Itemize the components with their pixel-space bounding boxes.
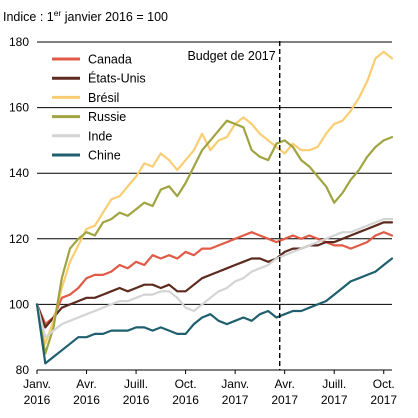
y-tick-label: 120 [9, 232, 29, 246]
series-line [35, 218, 394, 339]
x-tick-month: Janv. [221, 377, 249, 391]
legend-label: Brésil [88, 91, 119, 105]
y-tick-label: 140 [9, 166, 29, 180]
series-line [35, 221, 394, 329]
x-tick-month: Avr. [76, 377, 96, 391]
x-tick-month: Juill. [322, 377, 346, 391]
x-tick-label: Avr. 2017 [271, 377, 298, 407]
series-layer [35, 50, 394, 365]
x-tick-year: 2017 [222, 393, 249, 407]
x-tick-year: 2017 [271, 393, 298, 407]
chart-title: Indice : 1er janvier 2016 = 100 [3, 8, 168, 24]
x-tick-label: Janv. 2017 [221, 377, 249, 407]
y-tick-label: 160 [9, 101, 29, 115]
x-tick-label: Oct. 2016 [172, 377, 199, 407]
legend-label: Chine [88, 149, 121, 163]
chart-title-suffix: janvier 2016 = 100 [61, 10, 168, 24]
y-tick-label: 100 [9, 297, 29, 311]
x-tick-month: Oct. [373, 377, 395, 391]
x-tick-label: Janv. 2016 [23, 377, 51, 407]
series-line [35, 257, 394, 365]
x-tick-year: 2016 [172, 393, 199, 407]
x-tick-month: Janv. [23, 377, 51, 391]
x-tick-label: Oct. 2017 [370, 377, 397, 407]
y-tick-label: 180 [9, 35, 29, 49]
legend-label: Inde [88, 129, 112, 143]
x-tick-year: 2017 [370, 393, 397, 407]
x-tick-year: 2016 [73, 393, 100, 407]
annotation-layer: Budget de 2017 [187, 41, 281, 370]
x-tick-year: 2016 [24, 393, 51, 407]
series-line [35, 50, 394, 345]
series-line [35, 119, 394, 355]
legend-label: Russie [88, 110, 126, 124]
x-tick-label: Juill. 2017 [321, 377, 348, 407]
legend-label: États-Unis [88, 71, 146, 86]
budget-label: Budget de 2017 [187, 49, 275, 63]
x-tick-label: Avr. 2016 [73, 377, 100, 407]
chart-title-prefix: Indice : 1 [3, 10, 54, 24]
y-tick-label: 80 [16, 363, 30, 377]
x-tick-year: 2016 [123, 393, 150, 407]
chart-title-sup: er [54, 8, 62, 18]
x-tick-month: Oct. [175, 377, 197, 391]
x-tick-month: Juill. [124, 377, 148, 391]
x-tick-month: Avr. [274, 377, 294, 391]
grid [37, 41, 392, 305]
legend-label: Canada [88, 53, 132, 67]
legend: Canada États-Unis Brésil Russie Inde Chine [52, 53, 146, 163]
x-tick-year: 2017 [321, 393, 348, 407]
series-line [35, 231, 394, 326]
x-tick-label: Juill. 2016 [123, 377, 150, 407]
